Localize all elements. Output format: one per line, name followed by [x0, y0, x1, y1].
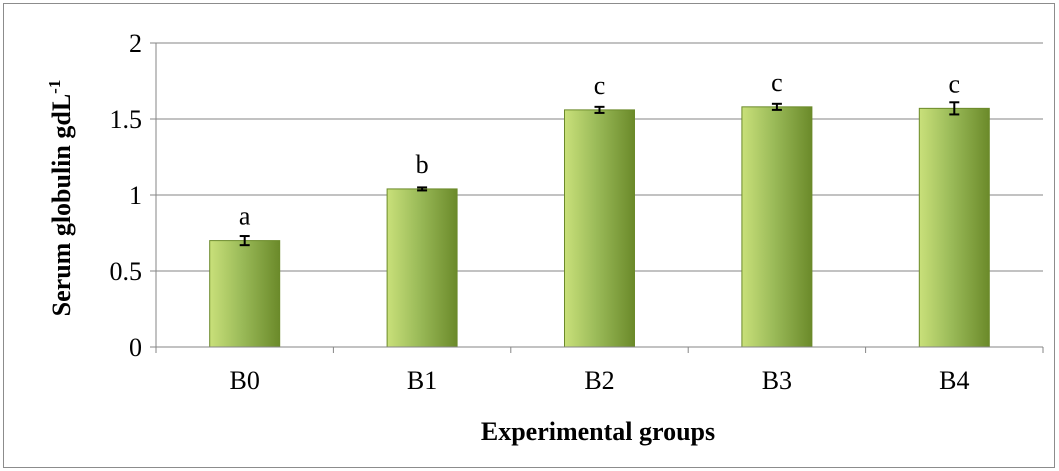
x-tick-label-B3: B3: [762, 366, 792, 395]
bar-B1: [386, 188, 458, 348]
x-tick-label-B1: B1: [407, 366, 437, 395]
y-tick-label-1: 1: [129, 181, 142, 210]
significance-label-B2: c: [594, 71, 606, 100]
error-bar-B2: [594, 105, 605, 114]
error-bar-B4: [949, 101, 960, 116]
y-tick-label-1.5: 1.5: [110, 105, 143, 134]
y-axis-title-main: Serum globulin gdL: [47, 94, 76, 317]
x-axis-title: Experimental groups: [481, 417, 715, 446]
x-tick-label-B2: B2: [584, 366, 614, 395]
error-bar-B1: [417, 186, 428, 192]
chart-frame: [3, 3, 1055, 468]
significance-label-B3: c: [771, 68, 783, 97]
y-axis-title-superscript: -1: [45, 80, 64, 94]
y-tick-label-2: 2: [129, 29, 142, 58]
bar-B0: [209, 240, 281, 348]
bar-B3: [741, 106, 813, 348]
labels: 0 0.5 1 1.5 2 a B0 b B1 c B2 c B3 c B4: [110, 29, 970, 395]
error-bar-B0: [239, 235, 250, 247]
significance-label-B0: a: [239, 202, 251, 231]
y-axis-title: Serum globulin gdL-1: [45, 80, 76, 317]
y-tick-label-0: 0: [129, 333, 142, 362]
error-bar-B3: [771, 102, 782, 111]
x-tick-label-B4: B4: [939, 366, 969, 395]
axes: [150, 42, 1044, 353]
bar-B4: [918, 107, 990, 348]
significance-label-B1: b: [416, 150, 429, 179]
significance-label-B4: c: [949, 69, 961, 98]
bars: [209, 101, 990, 348]
bar-B2: [564, 109, 635, 348]
x-tick-label-B0: B0: [230, 366, 260, 395]
y-tick-label-0.5: 0.5: [110, 257, 143, 286]
